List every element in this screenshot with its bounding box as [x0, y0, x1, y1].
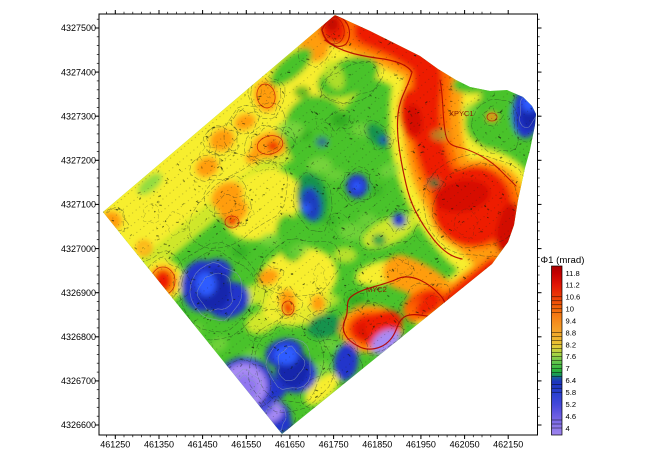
- svg-text:4326600: 4326600: [61, 420, 96, 430]
- svg-text:4327000: 4327000: [61, 244, 96, 254]
- svg-text:4327400: 4327400: [61, 67, 96, 77]
- svg-text:4327300: 4327300: [61, 111, 96, 121]
- svg-text:461250: 461250: [100, 440, 130, 450]
- svg-text:4326900: 4326900: [61, 288, 96, 298]
- svg-text:6.4: 6.4: [566, 376, 577, 385]
- svg-text:10.6: 10.6: [566, 293, 581, 302]
- svg-text:4327200: 4327200: [61, 156, 96, 166]
- svg-text:8.2: 8.2: [566, 340, 577, 349]
- svg-text:7: 7: [566, 364, 570, 373]
- svg-text:11.8: 11.8: [566, 269, 580, 278]
- svg-text:461650: 461650: [275, 440, 305, 450]
- svg-text:10: 10: [566, 305, 574, 314]
- svg-text:4326800: 4326800: [61, 332, 96, 342]
- svg-text:4326700: 4326700: [61, 376, 96, 386]
- svg-text:462150: 462150: [493, 440, 523, 450]
- svg-text:5.8: 5.8: [566, 388, 577, 397]
- svg-text:XPYC1: XPYC1: [449, 109, 474, 118]
- svg-text:461950: 461950: [406, 440, 436, 450]
- svg-text:461450: 461450: [188, 440, 218, 450]
- svg-text:5.2: 5.2: [566, 400, 577, 409]
- svg-text:8.8: 8.8: [566, 328, 577, 337]
- svg-text:462050: 462050: [450, 440, 480, 450]
- svg-text:4.6: 4.6: [566, 412, 577, 421]
- svg-text:4327100: 4327100: [61, 200, 96, 210]
- svg-text:7.6: 7.6: [566, 352, 577, 361]
- svg-text:4327500: 4327500: [61, 23, 96, 33]
- svg-text:Φ1 (mrad): Φ1 (mrad): [541, 255, 585, 266]
- svg-text:461850: 461850: [362, 440, 392, 450]
- svg-text:461350: 461350: [144, 440, 174, 450]
- svg-text:4: 4: [566, 424, 570, 433]
- svg-text:9.4: 9.4: [566, 317, 577, 326]
- svg-text:11.2: 11.2: [566, 281, 580, 290]
- svg-text:461750: 461750: [319, 440, 349, 450]
- svg-text:461550: 461550: [231, 440, 261, 450]
- svg-text:MYC2: MYC2: [366, 285, 387, 294]
